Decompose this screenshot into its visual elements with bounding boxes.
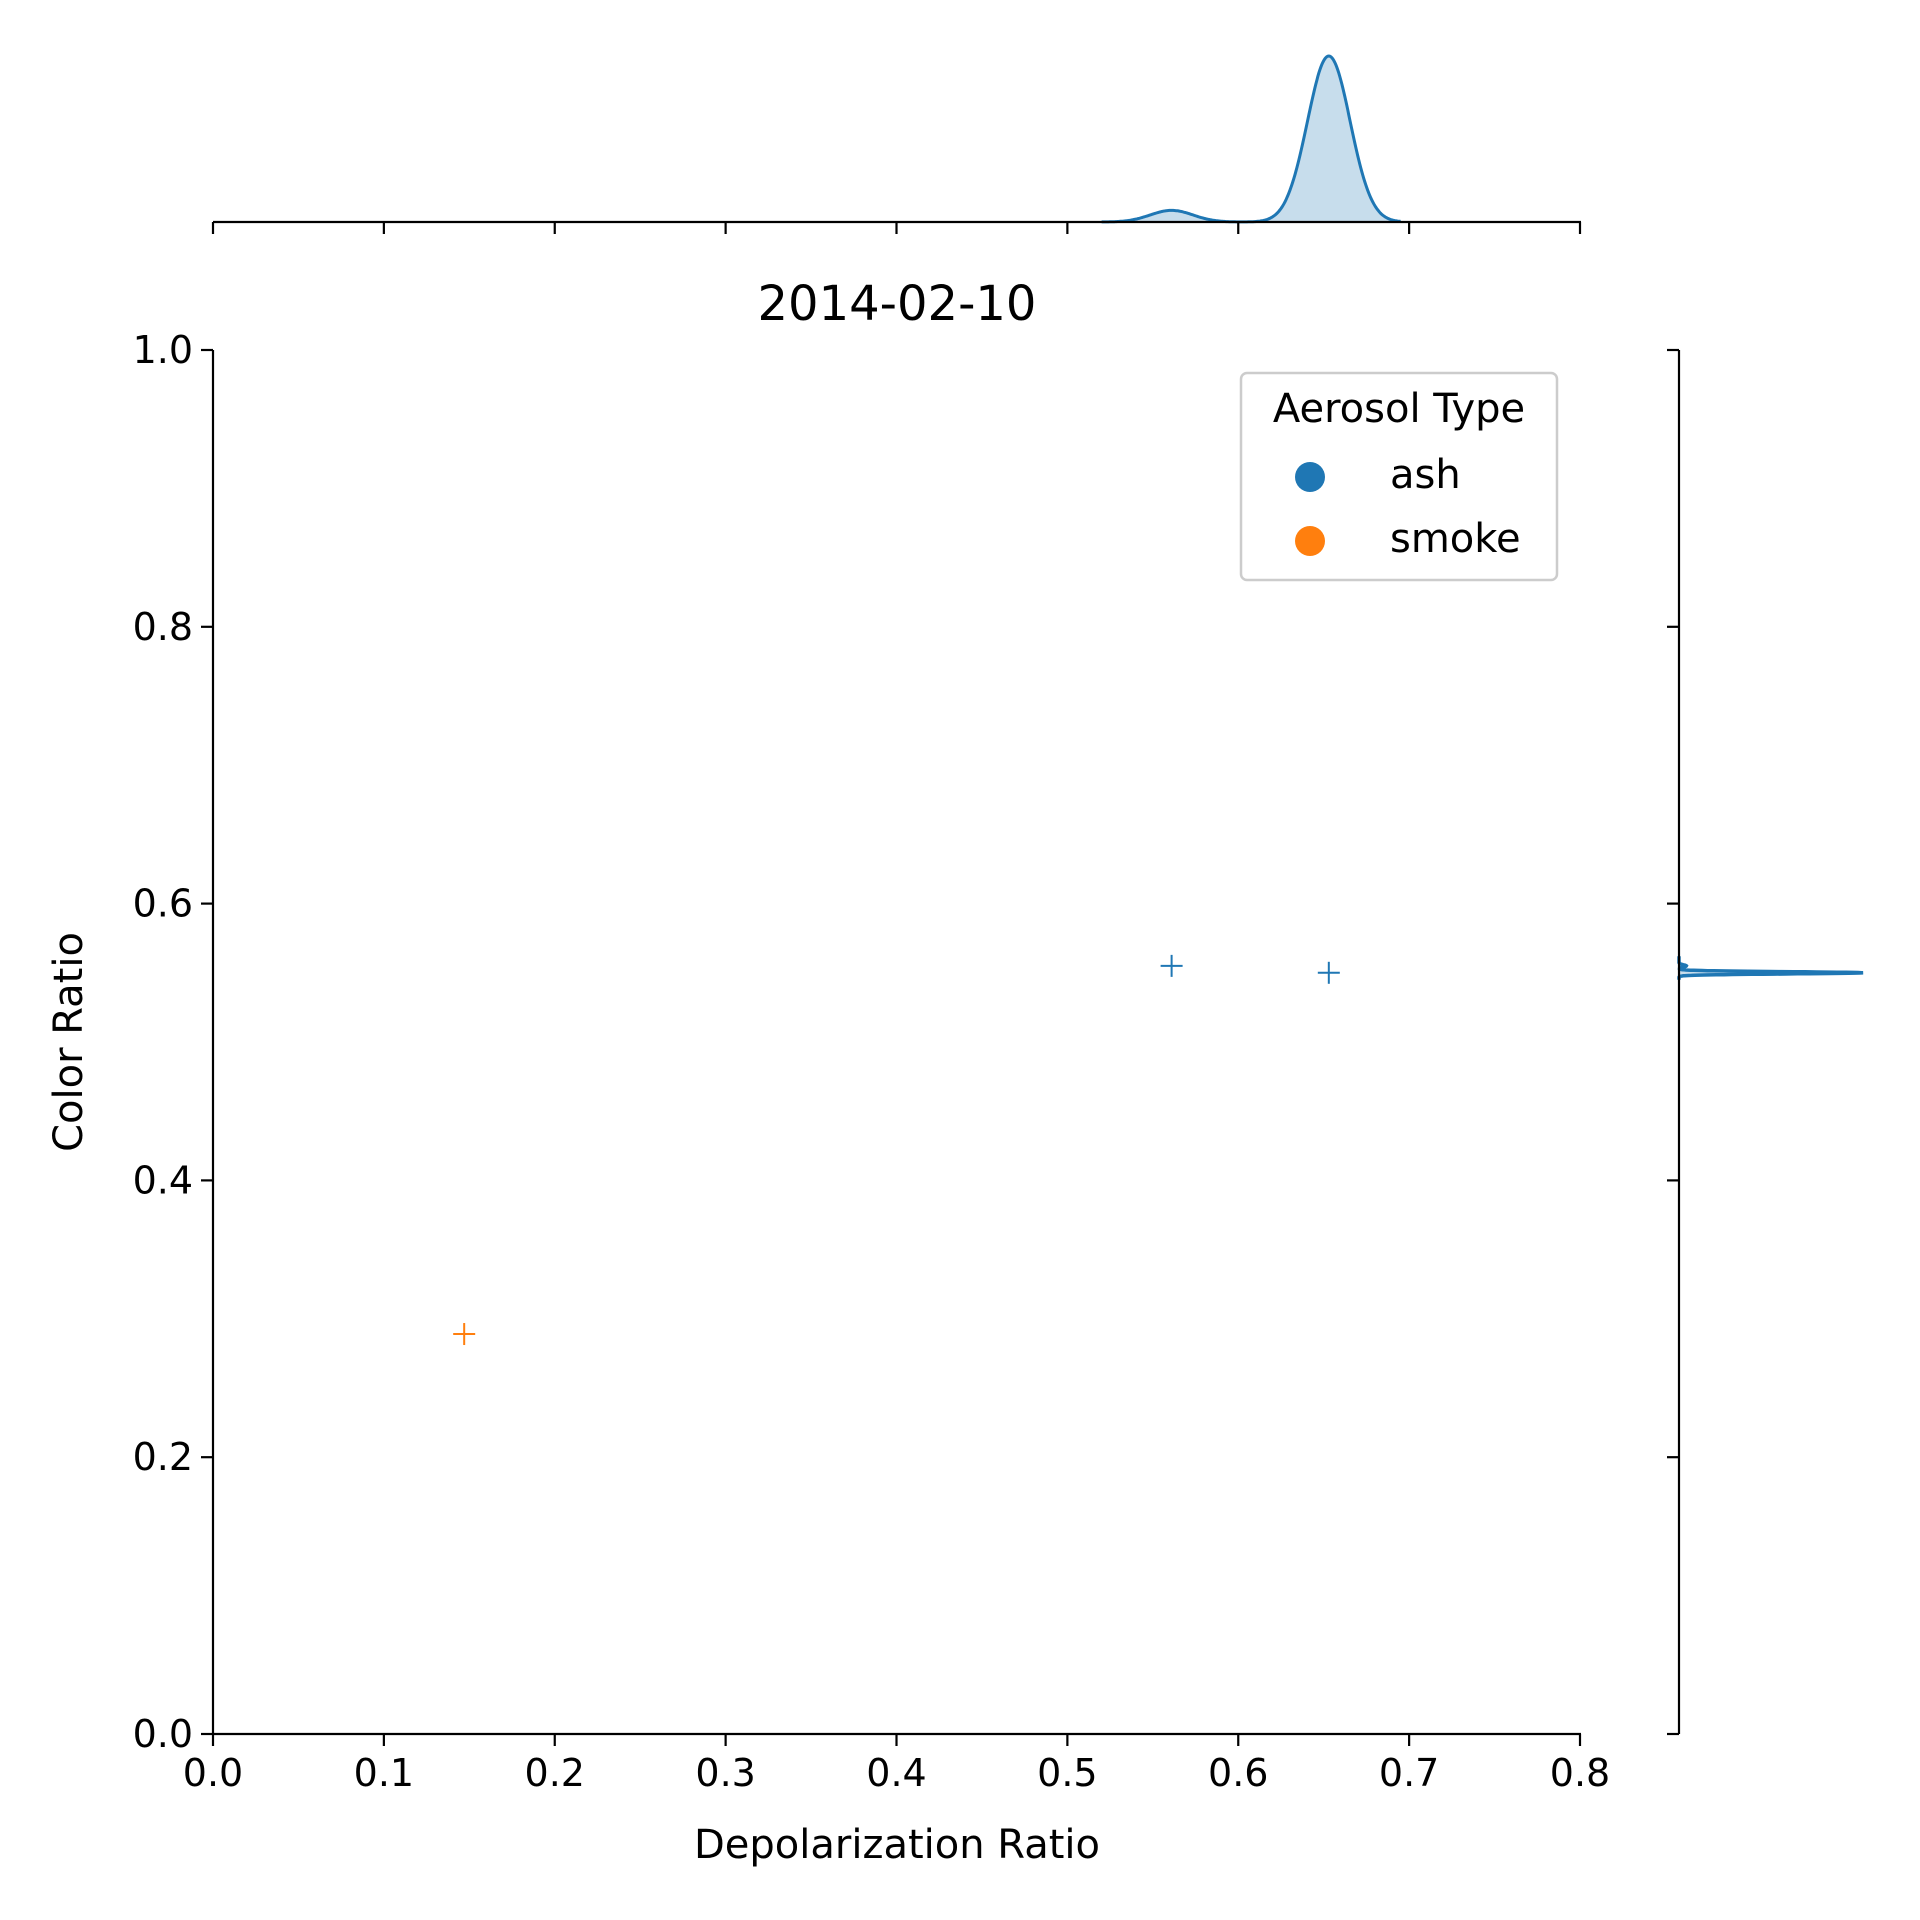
legend-label-smoke: smoke bbox=[1390, 516, 1521, 562]
legend-marker-smoke bbox=[1295, 526, 1325, 556]
y-tick-label: 0.6 bbox=[133, 882, 193, 926]
right-marginal-kde-line bbox=[1677, 956, 1864, 980]
x-tick-label: 0.4 bbox=[866, 1751, 926, 1795]
right-marginal-y-ticks bbox=[1667, 348, 1679, 1736]
scatter-point-smoke bbox=[453, 1323, 476, 1346]
y-tick-label: 0.4 bbox=[133, 1158, 193, 1202]
y-axis-label: Color Ratio bbox=[46, 932, 92, 1152]
y-tick-label: 0.0 bbox=[133, 1712, 193, 1756]
legend-label-ash: ash bbox=[1390, 452, 1461, 498]
x-axis-ticks: 0.0 0.1 0.2 0.3 0.4 0.5 0.6 0.7 0.8 bbox=[183, 1734, 1610, 1795]
x-tick-label: 0.5 bbox=[1037, 1751, 1097, 1795]
y-tick-label: 0.8 bbox=[133, 605, 193, 649]
legend-frame bbox=[1239, 371, 1559, 582]
x-tick-label: 0.3 bbox=[695, 1751, 755, 1795]
legend: Aerosol Type ash smoke bbox=[1239, 371, 1559, 582]
x-tick-label: 0.2 bbox=[525, 1751, 585, 1795]
scatter-point-ash bbox=[1317, 961, 1340, 984]
y-tick-label: 1.0 bbox=[133, 328, 193, 372]
right-marginal-plot bbox=[1667, 348, 1864, 1736]
main-axes: 0.0 0.1 0.2 0.3 0.4 0.5 0.6 0.7 0.8 0.0 0.2 0.4 0.6… bbox=[46, 328, 1610, 1868]
x-tick-label: 0.7 bbox=[1379, 1751, 1439, 1795]
legend-title: Aerosol Type bbox=[1273, 386, 1525, 432]
chart-title: 2014-02-10 bbox=[758, 276, 1037, 332]
top-marginal-plot bbox=[211, 54, 1582, 234]
x-tick-label: 0.6 bbox=[1208, 1751, 1268, 1795]
y-tick-label: 0.2 bbox=[133, 1435, 193, 1479]
top-marginal-kde-fill bbox=[1101, 56, 1401, 222]
scatter-points bbox=[453, 954, 1340, 1346]
x-tick-label: 0.1 bbox=[354, 1751, 414, 1795]
x-axis-label: Depolarization Ratio bbox=[694, 1822, 1100, 1868]
top-marginal-x-ticks bbox=[211, 222, 1582, 234]
legend-marker-ash bbox=[1295, 462, 1325, 492]
x-tick-label: 0.8 bbox=[1550, 1751, 1610, 1795]
scatter-point-ash bbox=[1160, 954, 1183, 977]
x-tick-label: 0.0 bbox=[183, 1751, 243, 1795]
y-axis-ticks: 0.0 0.2 0.4 0.6 0.8 1.0 bbox=[133, 328, 213, 1756]
